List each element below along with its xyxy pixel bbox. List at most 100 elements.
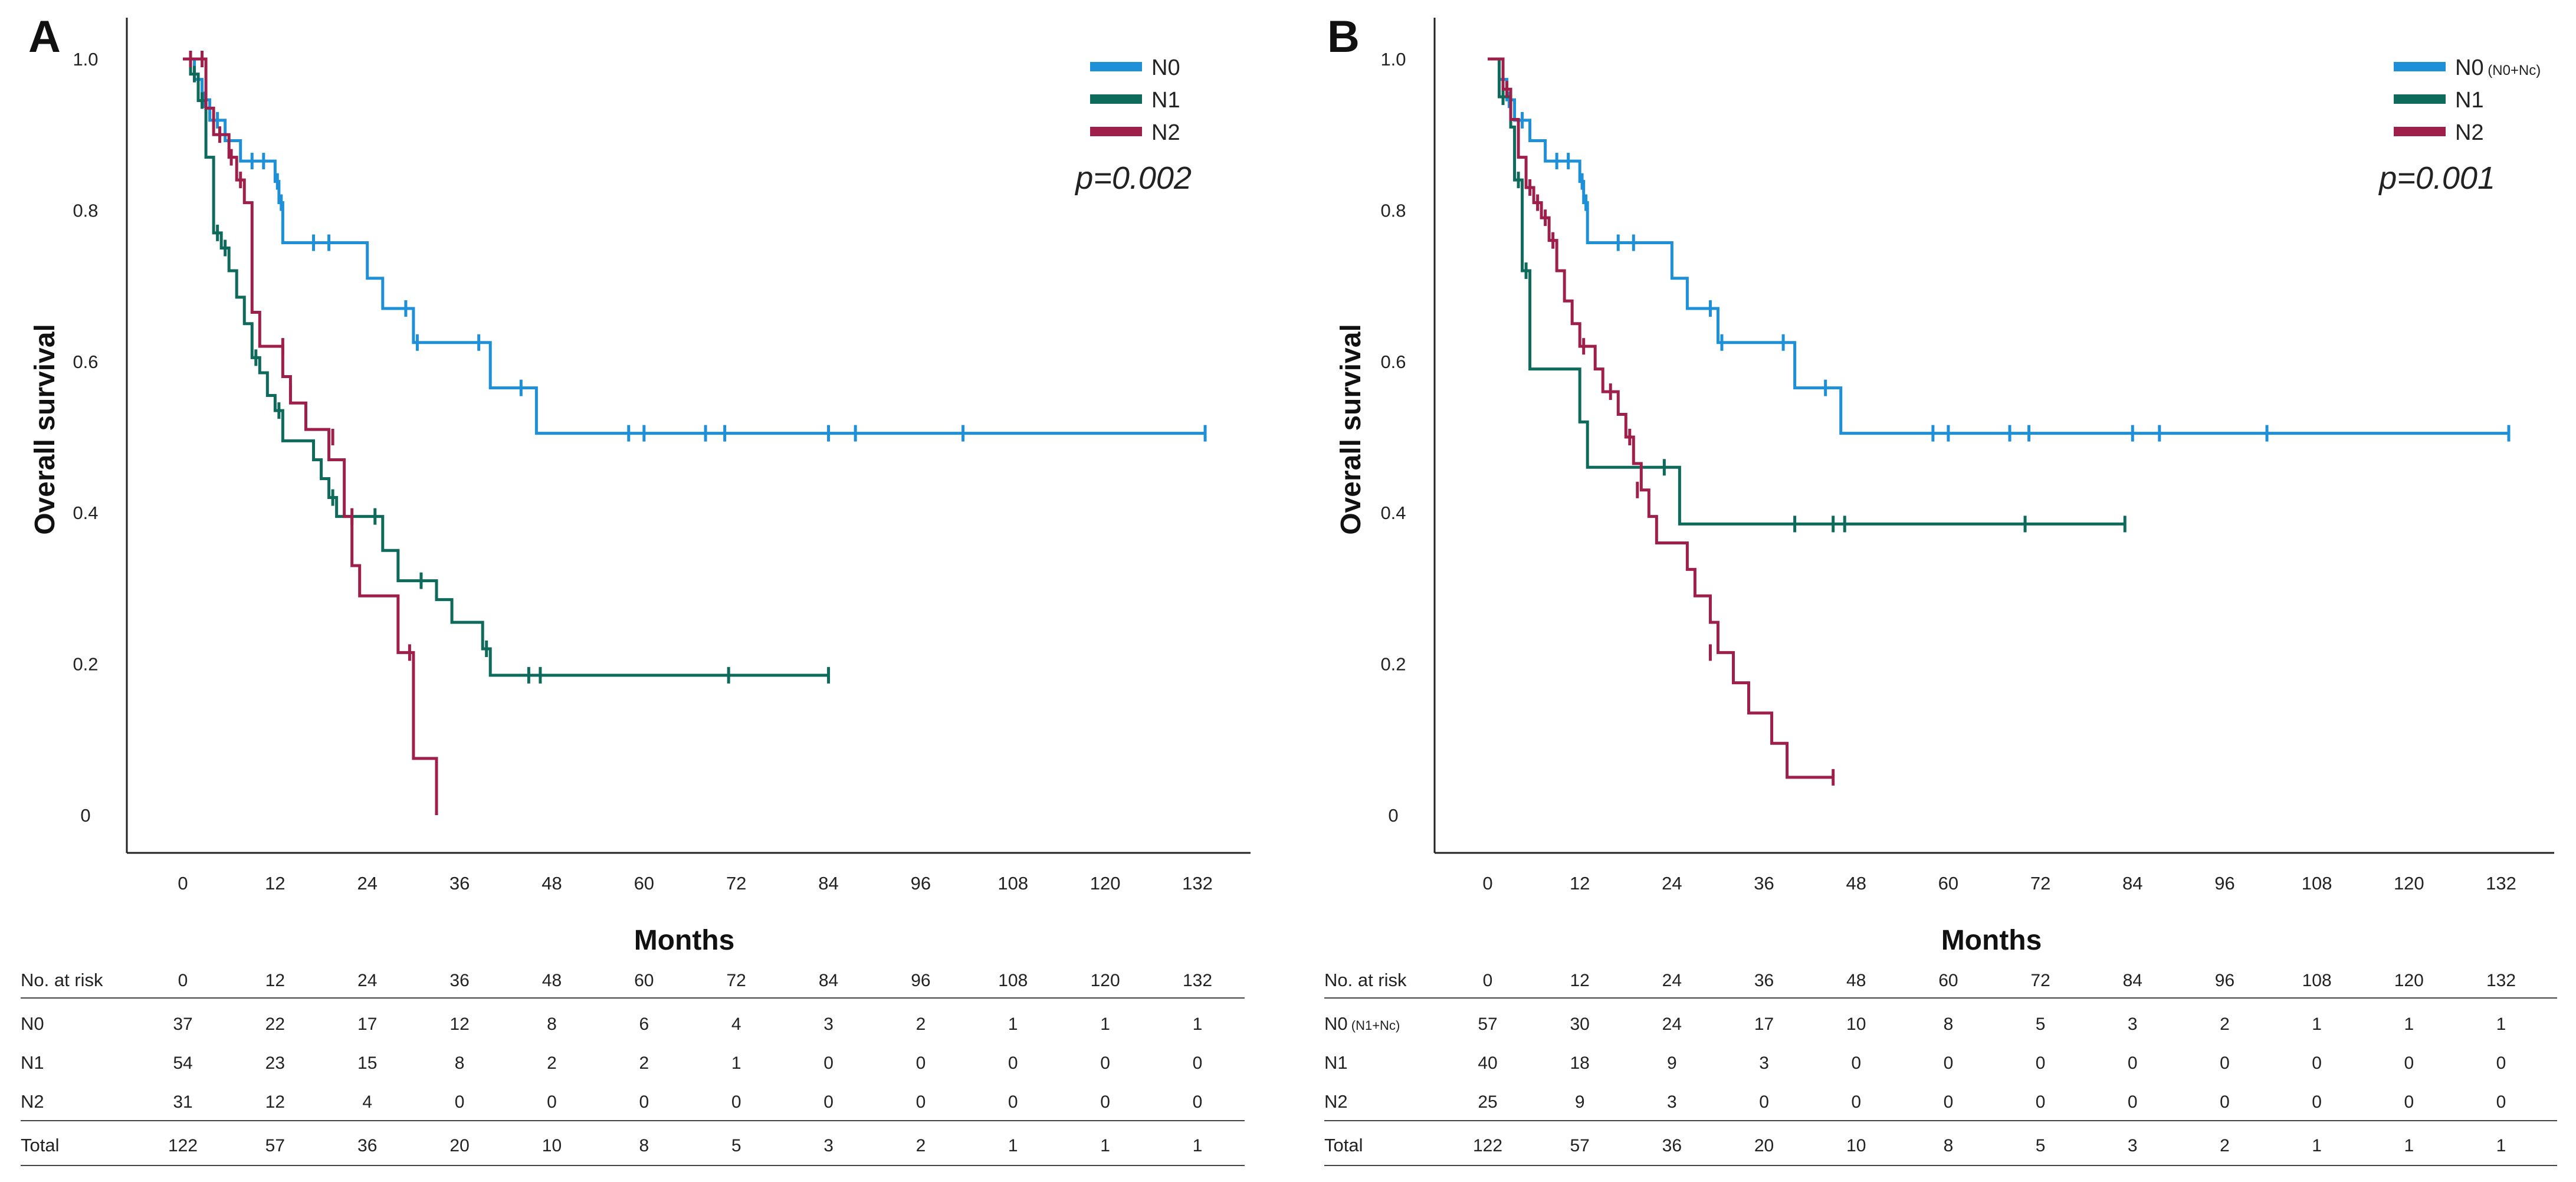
x-tick-label: 36 <box>1754 873 1774 894</box>
risk-cell: 0 <box>2128 1053 2138 1073</box>
risk-total-cell: 57 <box>265 1136 285 1155</box>
risk-total-cell: 1 <box>1008 1136 1018 1155</box>
survival-curve-n1 <box>183 57 829 677</box>
legend: N0 N1 N2 <box>1090 55 1180 145</box>
risk-cell: 40 <box>1478 1053 1497 1073</box>
legend-swatch-n2 <box>1090 127 1142 136</box>
risk-cell: 1 <box>1100 1014 1110 1034</box>
x-tick-label: 12 <box>1570 873 1590 894</box>
risk-cell: 8 <box>1944 1014 1954 1034</box>
risk-total-label: Total <box>1324 1135 1363 1155</box>
risk-cell: 5 <box>2036 1014 2046 1034</box>
survival-curve-n2 <box>183 57 438 815</box>
risk-cell: 15 <box>357 1053 377 1073</box>
risk-cell: 0 <box>2220 1053 2230 1073</box>
risk-column-header: 48 <box>542 971 562 990</box>
risk-cell: 22 <box>265 1014 285 1034</box>
risk-total-cell: 20 <box>1754 1136 1774 1155</box>
legend-swatch-n0 <box>2394 62 2446 71</box>
risk-header-label: No. at risk <box>21 970 103 990</box>
y-tick-label: 0 <box>1388 805 1398 826</box>
risk-cell: 0 <box>2036 1092 2046 1112</box>
risk-cell: 0 <box>1193 1053 1203 1073</box>
x-tick-label: 84 <box>818 873 838 894</box>
risk-cell: 0 <box>2496 1053 2506 1073</box>
risk-column-header: 108 <box>998 971 1028 990</box>
risk-column-header: 84 <box>819 971 838 990</box>
risk-total-cell: 10 <box>542 1136 562 1155</box>
risk-cell: 1 <box>731 1053 741 1073</box>
risk-cell: 0 <box>1944 1092 1954 1112</box>
risk-cell: 3 <box>1667 1092 1677 1112</box>
risk-row-name: N2 <box>21 1091 44 1112</box>
x-tick-label: 48 <box>1846 873 1866 894</box>
x-tick-label: 96 <box>911 873 931 894</box>
risk-row-label: N0 (N1+Nc) <box>1324 1013 1400 1034</box>
risk-cell: 3 <box>823 1014 833 1034</box>
risk-cell: 8 <box>455 1053 465 1073</box>
risk-cell: 0 <box>823 1053 833 1073</box>
risk-row-label: N1 <box>1324 1052 1348 1073</box>
risk-total-label: Total <box>21 1135 59 1155</box>
risk-total-cell: 36 <box>1662 1136 1682 1155</box>
risk-cell: 18 <box>1570 1053 1589 1073</box>
risk-column-header: 12 <box>265 971 285 990</box>
risk-total-cell: 2 <box>2220 1136 2230 1155</box>
x-tick-label: 108 <box>997 873 1028 894</box>
risk-cell: 0 <box>2404 1092 2414 1112</box>
legend-name: N2 <box>2455 120 2484 145</box>
risk-column-header: 120 <box>1091 971 1120 990</box>
risk-cell: 1 <box>2404 1014 2414 1034</box>
risk-cell: 8 <box>547 1014 557 1034</box>
risk-table: No. at risk 0 12 24 36 48 60 72 84 96 108 120 132N0 … <box>1324 970 2557 1166</box>
risk-cell: 0 <box>1100 1092 1110 1112</box>
legend-swatch-n2 <box>2394 127 2446 136</box>
x-tick-label: 108 <box>2302 873 2332 894</box>
risk-cell: 0 <box>916 1092 926 1112</box>
risk-total-cell: 57 <box>1570 1136 1589 1155</box>
risk-total-cell: 1 <box>1100 1136 1110 1155</box>
risk-row-name: N0 <box>1324 1013 1348 1034</box>
risk-total-cell: 8 <box>1944 1136 1954 1155</box>
y-tick-label: 0.4 <box>73 503 98 523</box>
risk-column-header: 12 <box>1570 971 1589 990</box>
y-tick-label: 0.6 <box>73 352 98 372</box>
survival-curve-n0 <box>1488 57 2509 435</box>
x-tick-label: 120 <box>1090 873 1121 894</box>
risk-column-header: 132 <box>1183 971 1212 990</box>
y-tick-label: 1.0 <box>1380 49 1406 70</box>
x-tick-label: 24 <box>1662 873 1682 894</box>
risk-cell: 0 <box>2128 1092 2138 1112</box>
risk-cell: 31 <box>173 1092 192 1112</box>
risk-cell: 1 <box>1008 1014 1018 1034</box>
x-tick-label: 132 <box>2486 873 2516 894</box>
risk-cell: 3 <box>1759 1053 1769 1073</box>
series-n2 <box>1488 57 1835 786</box>
risk-cell: 0 <box>2312 1092 2322 1112</box>
x-tick-label: 72 <box>2030 873 2050 894</box>
risk-total-cell: 3 <box>2128 1136 2138 1155</box>
y-axis-title: Overall survival <box>29 324 61 535</box>
risk-total-cell: 1 <box>1193 1136 1203 1155</box>
x-tick-label: 36 <box>449 873 470 894</box>
risk-cell: 0 <box>1100 1053 1110 1073</box>
risk-total-cell: 122 <box>1473 1136 1502 1155</box>
risk-cell: 0 <box>2496 1092 2506 1112</box>
risk-cell: 0 <box>731 1092 741 1112</box>
legend-label-n2: N2 <box>1151 120 1180 145</box>
risk-cell: 57 <box>1478 1014 1497 1034</box>
risk-cell: 24 <box>1662 1014 1682 1034</box>
risk-cell: 1 <box>1193 1014 1203 1034</box>
x-tick-label: 84 <box>2122 873 2142 894</box>
y-tick-label: 0 <box>80 805 90 826</box>
legend-swatch-n1 <box>1090 94 1142 104</box>
risk-column-header: 48 <box>1846 971 1866 990</box>
risk-row-name: N1 <box>1324 1052 1348 1073</box>
risk-column-header: 72 <box>2030 971 2050 990</box>
y-tick-label: 0.6 <box>1380 352 1406 372</box>
p-value: p=0.002 <box>1074 160 1192 196</box>
risk-column-header: 60 <box>634 971 654 990</box>
risk-row-label: N0 <box>21 1013 44 1034</box>
x-tick-label: 60 <box>634 873 654 894</box>
